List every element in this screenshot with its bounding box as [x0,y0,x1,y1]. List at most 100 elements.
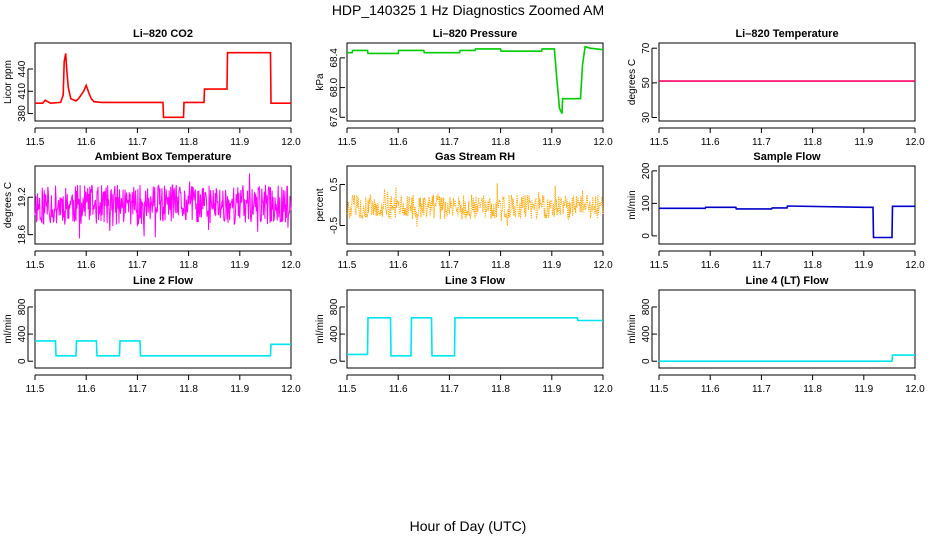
x-tick-label: 11.8 [491,260,510,271]
y-axis-label: ml/min [627,190,638,219]
x-tick-label: 11.6 [701,260,720,271]
panel-title: Line 4 (LT) Flow [746,275,829,287]
x-tick-label: 11.9 [542,384,561,395]
panel-3: Li–820 Temperature degrees C 11.5 11.6 11.7 1… [627,28,925,148]
panel-4: Ambient Box Temperature degrees C 11.5 11.6… [3,151,301,271]
x-tick-label: 11.7 [128,137,147,148]
x-tick-label: 12.0 [281,384,301,395]
x-tick-label: 11.7 [440,384,459,395]
panel-8: Line 3 Flow ml/min 11.5 11.6 11.7 11.8 11.9 12.… [315,275,613,395]
panel-9: Line 4 (LT) Flow ml/min 11.5 11.6 11.7 11.8 11… [627,275,925,395]
x-tick-label: 12.0 [905,260,925,271]
x-tick-label: 11.8 [491,384,510,395]
x-tick-label: 11.6 [389,137,408,148]
panel-5: Gas Stream RH percent 11.5 11.6 11.7 11.8 11.9… [315,151,613,271]
y-tick-label: 0 [641,358,652,364]
panel-1: Li–820 CO2 Licor ppm 11.5 11.6 11.7 11.8 11.9 1… [3,28,301,148]
series-line [35,51,291,119]
plot-frame [658,289,916,369]
series-line [347,316,603,357]
y-tick-label: 380 [17,105,28,122]
x-tick-label: 11.8 [803,137,822,148]
y-tick-label: 68.4 [329,48,340,68]
panel-title: Line 3 Flow [445,275,505,287]
x-tick-label: 11.8 [491,137,510,148]
x-tick-label: 12.0 [593,384,613,395]
y-tick-label: 400 [17,325,28,342]
figure-title: HDP_140325 1 Hz Diagnostics Zoomed AM [331,2,605,18]
x-tick-label: 11.5 [338,384,357,395]
x-tick-label: 11.9 [854,384,873,395]
x-tick-label: 11.8 [803,384,822,395]
y-tick-label: 800 [329,298,340,315]
x-tick-label: 11.9 [854,137,873,148]
x-tick-label: 11.5 [338,260,357,271]
x-tick-label: 11.9 [230,260,249,271]
y-tick-label: 800 [641,298,652,315]
x-tick-label: 12.0 [905,384,925,395]
plot-frame [658,42,916,122]
x-tick-label: 11.6 [77,384,96,395]
x-tick-label: 11.7 [128,384,147,395]
panel-title: Li–820 CO2 [133,28,193,40]
series-line [659,354,915,363]
x-tick-label: 11.9 [542,137,561,148]
panel-title: Line 2 Flow [133,275,193,287]
x-tick-label: 11.8 [179,260,198,271]
y-axis-label: ml/min [3,314,14,343]
series-line [346,183,604,227]
y-tick-label: 30 [641,112,652,124]
x-tick-label: 11.7 [752,260,771,271]
x-tick-label: 12.0 [905,137,925,148]
y-axis-label: ml/min [627,314,638,343]
y-tick-label: 100 [641,195,652,212]
x-axis-label: Hour of Day (UTC) [409,518,527,534]
plot-frame [346,42,604,122]
y-tick-label: 0 [17,358,28,364]
panel-title: Li–820 Pressure [433,28,517,40]
y-tick-label: 0 [329,358,340,364]
y-tick-label: 800 [17,298,28,315]
y-tick-label: 400 [329,325,340,342]
panel-title: Li–820 Temperature [735,28,838,40]
x-tick-label: 11.6 [701,137,720,148]
x-tick-label: 11.6 [77,137,96,148]
y-tick-label: 18.6 [17,224,28,244]
x-tick-label: 11.9 [230,137,249,148]
y-tick-label: 0 [641,233,652,239]
x-tick-label: 11.6 [77,260,96,271]
y-tick-label: 19.2 [17,187,28,207]
x-tick-label: 11.5 [26,384,45,395]
panel-2: Li–820 Pressure kPa 11.5 11.6 11.7 11.8 11.9 12… [315,28,613,148]
x-tick-label: 11.7 [128,260,147,271]
series-line [35,340,291,357]
series-line [659,205,915,239]
panel-title: Ambient Box Temperature [95,151,232,163]
y-tick-label: 400 [641,325,652,342]
x-tick-label: 11.9 [230,384,249,395]
y-tick-label: 0.5 [329,177,340,191]
y-tick-label: 440 [17,60,28,77]
x-tick-label: 11.8 [179,137,198,148]
y-axis-label: kPa [315,73,326,91]
panel-7: Line 2 Flow ml/min 11.5 11.6 11.7 11.8 11.9 12.… [3,275,301,395]
y-axis-label: Licor ppm [3,60,14,104]
y-tick-label: 70 [641,42,652,54]
plot-frame [34,289,292,369]
x-tick-label: 12.0 [593,137,613,148]
x-tick-label: 11.5 [26,260,45,271]
panel-6: Sample Flow ml/min 11.5 11.6 11.7 11.8 11.9 12.… [627,151,925,271]
x-tick-label: 11.5 [650,384,669,395]
x-tick-label: 12.0 [281,137,301,148]
x-tick-label: 11.5 [650,137,669,148]
x-tick-label: 11.8 [179,384,198,395]
y-axis-label: percent [315,188,326,222]
x-tick-label: 11.6 [701,384,720,395]
x-tick-label: 11.9 [854,260,873,271]
plot-frame [34,42,292,122]
x-tick-label: 11.6 [389,260,408,271]
y-tick-label: -0.5 [329,216,340,234]
x-tick-label: 11.6 [389,384,408,395]
y-axis-label: degrees C [3,182,14,228]
